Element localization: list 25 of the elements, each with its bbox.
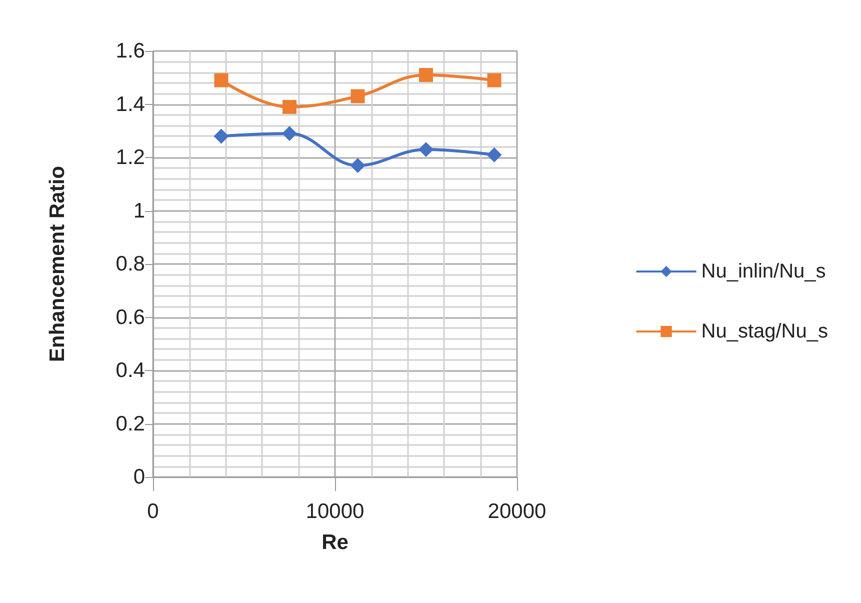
y-tick-label: 0 xyxy=(133,466,145,488)
y-tick-label: 1.2 xyxy=(116,146,145,169)
point xyxy=(418,142,434,158)
point xyxy=(282,100,296,114)
legend-label: Nu_stag/Nu_s xyxy=(701,320,828,342)
y-tick-label: 0.6 xyxy=(116,306,145,329)
x-tick-label: 20000 xyxy=(488,500,546,523)
y-tick-label: 0.2 xyxy=(116,412,145,436)
legend-label: Nu_inlin/Nu_s xyxy=(701,260,826,282)
y-tick-label: 1 xyxy=(133,199,145,222)
y-tick-label: 0.4 xyxy=(116,359,146,382)
point xyxy=(350,89,365,104)
y-axis-title: Enhancement Ratio xyxy=(46,166,69,362)
point xyxy=(214,128,229,144)
x-axis-title: Re xyxy=(322,531,348,554)
y-tick-label: 1.6 xyxy=(116,40,145,62)
point xyxy=(486,147,502,162)
point xyxy=(282,126,297,142)
y-tick-label: 0.8 xyxy=(116,252,145,276)
point xyxy=(214,73,228,88)
y-tick-label: 1.4 xyxy=(116,92,146,116)
point xyxy=(419,68,433,82)
point xyxy=(350,158,366,173)
x-tick-label: 10000 xyxy=(306,500,364,523)
point xyxy=(487,73,502,88)
